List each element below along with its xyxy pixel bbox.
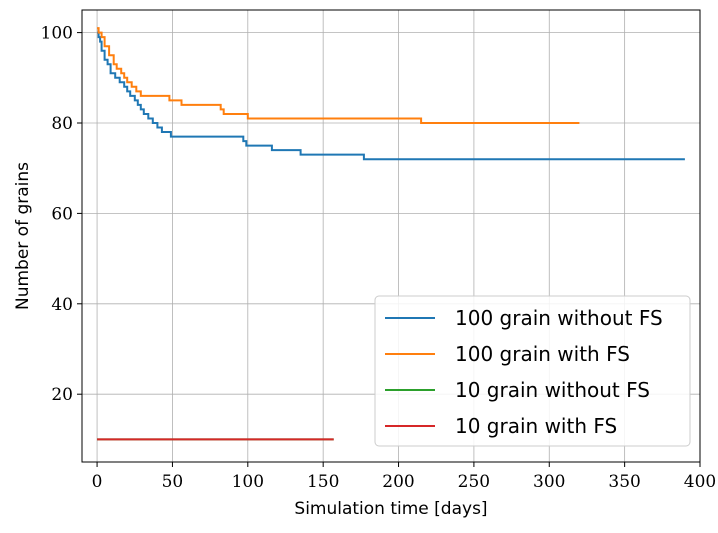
x-tick-label: 400 (684, 472, 716, 492)
axes-frame (81, 9, 701, 463)
legend-label: 100 grain without FS (455, 306, 663, 330)
y-tick-label: 20 (51, 385, 73, 405)
x-tick-label: 150 (307, 472, 339, 492)
legend-label: 10 grain without FS (455, 378, 650, 402)
y-tick-label: 80 (51, 114, 73, 134)
grid (82, 10, 701, 462)
series-lines (97, 27, 685, 441)
series-line-1 (97, 27, 580, 124)
x-tick-label: 250 (458, 472, 490, 492)
x-tick-label: 200 (382, 472, 414, 492)
legend-box (374, 295, 691, 447)
legend-label: 10 grain with FS (455, 414, 617, 438)
x-tick-label: 100 (232, 472, 264, 492)
x-tick-label: 0 (92, 472, 103, 492)
x-tick-label: 50 (162, 472, 184, 492)
y-tick-label: 40 (51, 295, 73, 315)
legend: 100 grain without FS 100 grain with FS 10 … (374, 295, 691, 447)
y-axis-label: Number of grains (13, 162, 33, 310)
x-tick-label: 350 (608, 472, 640, 492)
y-tick-label: 100 (41, 24, 73, 44)
series-line-0 (97, 31, 685, 161)
x-axis-label: Simulation time [days] (294, 499, 487, 519)
legend-label: 100 grain with FS (455, 342, 630, 366)
x-tick-label: 300 (533, 472, 565, 492)
y-tick-label: 60 (51, 204, 73, 224)
axis-ticks: 0 50 100 150 200 250 300 350 400 20 40 60 80 100 (41, 24, 717, 492)
